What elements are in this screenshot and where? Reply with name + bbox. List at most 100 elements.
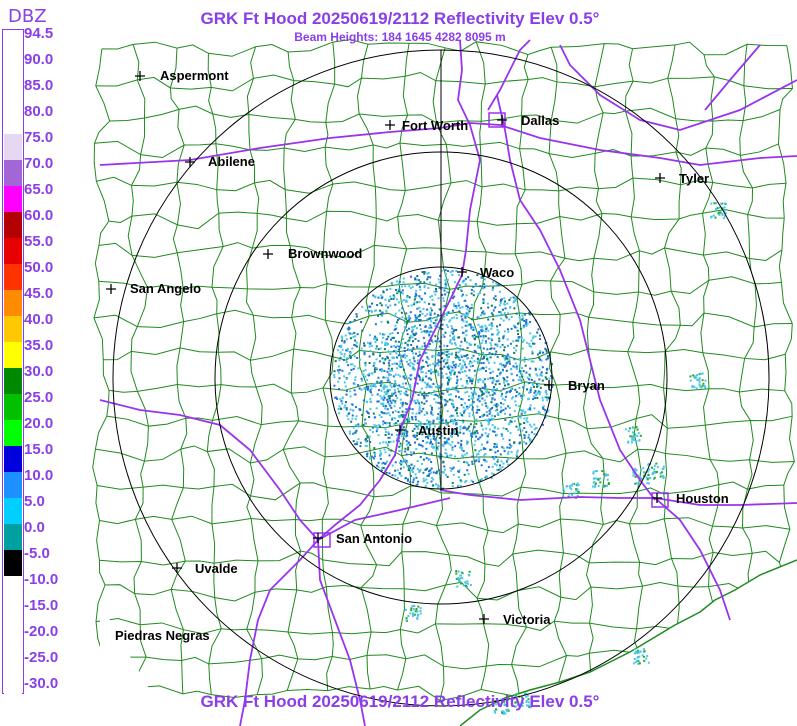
echo-pixel [512,379,515,382]
echo-pixel [450,435,453,437]
echo-pixel [369,305,372,308]
echo-pixel [383,395,386,398]
echo-pixel [416,399,419,402]
echo-pixel [508,360,511,363]
echo-pixel [538,334,541,337]
echo-pixel [348,331,351,334]
echo-pixel [440,396,443,399]
echo-pixel [429,324,432,327]
echo-pixel [363,342,365,345]
echo-pixel [436,429,439,432]
echo-pixel [408,359,411,362]
echo-pixel [484,419,487,422]
echo-pixel [398,317,401,320]
echo-pixel [481,397,484,400]
echo-pixel [461,398,464,401]
echo-pixel [427,331,430,333]
echo-pixel [464,386,467,389]
echo-pixel [536,385,538,388]
echo-pixel [655,471,658,473]
echo-pixel [502,387,505,390]
echo-pixel [474,343,476,346]
echo-pixel [410,609,413,612]
echo-pixel [497,368,500,371]
echo-pixel [427,392,430,394]
echo-pixel [454,356,457,359]
echo-pixel [428,326,431,329]
echo-pixel [592,472,595,475]
echo-pixel [336,397,339,400]
echo-pixel [384,341,387,344]
echo-pixel [451,327,454,330]
echo-pixel [518,364,521,367]
echo-pixel [475,335,478,338]
echo-pixel [376,427,379,429]
county-line [105,581,785,602]
echo-pixel [520,336,523,339]
echo-pixel [460,354,463,357]
echo-pixel [435,290,438,293]
echo-pixel [379,368,381,371]
echo-pixel [520,379,523,382]
echo-pixel [338,345,341,348]
echo-pixel [405,440,408,443]
echo-pixel [401,307,404,310]
echo-pixel [472,285,475,288]
echo-pixel [522,340,524,343]
echo-pixel [568,485,571,488]
echo-pixel [460,295,463,298]
echo-pixel [399,459,402,462]
echo-pixel [522,317,524,320]
echo-pixel [508,446,511,449]
echo-pixel [484,385,487,388]
echo-pixel [375,309,377,312]
echo-pixel [538,412,541,415]
echo-pixel [435,385,438,388]
echo-pixel [503,365,506,368]
echo-pixel [497,331,500,334]
echo-pixel [421,393,424,396]
echo-pixel [462,421,465,424]
echo-pixel [446,475,449,478]
city-label: Victoria [503,612,551,627]
echo-pixel [723,202,726,205]
echo-pixel [431,354,434,357]
echo-pixel [360,347,363,350]
echo-pixel [631,436,634,439]
echo-pixel [356,345,358,348]
echo-pixel [422,365,425,368]
echo-pixel [369,385,372,387]
echo-pixel [515,692,518,695]
echo-pixel [333,384,336,387]
echo-pixel [390,406,393,409]
echo-pixel [636,659,639,662]
echo-pixel [417,400,420,403]
echo-pixel [379,309,382,312]
echo-pixel [374,453,377,456]
echo-pixel [364,440,367,443]
echo-pixel [567,495,570,498]
echo-pixel [624,428,627,431]
echo-pixel [493,386,495,388]
echo-pixel [437,413,440,416]
echo-pixel [510,445,512,448]
echo-pixel [523,417,526,420]
echo-pixel [414,278,417,281]
echo-pixel [461,454,464,457]
echo-pixel [532,337,535,339]
echo-pixel [442,299,445,302]
echo-pixel [396,356,398,359]
echo-pixel [387,401,390,403]
echo-pixel [516,451,519,454]
echo-pixel [456,577,459,580]
echo-pixel [471,408,474,411]
echo-pixel [414,292,417,295]
echo-pixel [388,454,391,457]
echo-pixel [368,355,371,358]
echo-pixel [446,388,449,390]
echo-pixel [415,448,418,451]
echo-pixel [576,484,579,487]
echo-pixel [419,297,422,299]
echo-pixel [502,437,505,440]
